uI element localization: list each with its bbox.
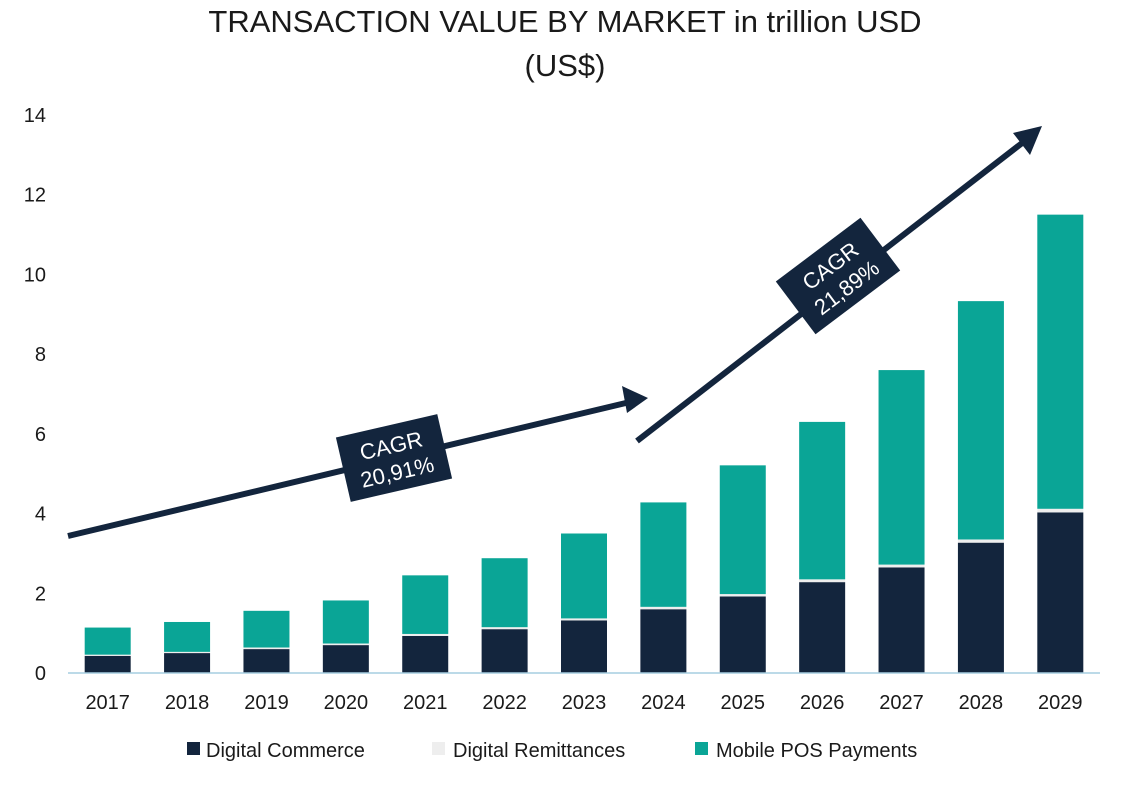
legend-swatch-digital-commerce [187, 742, 200, 755]
y-tick-label: 10 [24, 264, 46, 286]
x-tick-label-2028: 2028 [959, 692, 1004, 714]
cagr-arrow-2-head [1013, 126, 1042, 155]
bars [84, 214, 1084, 673]
bar-digital-commerce-2023 [561, 620, 607, 673]
x-axis: 2017 2018 2019 2020 2021 2022 2023 2024 2025 2026… [85, 692, 1082, 714]
bar-mobile-pos-payments-2026 [799, 421, 846, 580]
bar-mobile-pos-payments-2019 [243, 610, 290, 648]
bar-mobile-pos-payments-2022 [481, 558, 528, 628]
x-tick-label-2019: 2019 [244, 692, 289, 714]
y-tick-label: 2 [35, 583, 46, 605]
y-tick-label: 8 [35, 344, 46, 366]
bar-digital-remittances-2029 [1037, 508, 1084, 513]
bar-digital-commerce-2022 [481, 629, 528, 673]
bar-digital-commerce-2028 [957, 542, 1004, 673]
legend-label-digital-remittances: Digital Remittances [453, 740, 625, 762]
bar-digital-remittances-2021 [402, 633, 449, 636]
bar-mobile-pos-payments-2020 [322, 600, 369, 644]
legend: Digital Commerce Digital Remittances Mob… [187, 740, 917, 762]
bar-digital-remittances-2020 [322, 643, 369, 646]
bar-digital-commerce-2026 [799, 582, 846, 673]
bar-mobile-pos-payments-2018 [164, 621, 211, 652]
bar-digital-remittances-2025 [719, 594, 766, 597]
bar-mobile-pos-payments-2029 [1037, 214, 1084, 509]
bar-digital-commerce-2019 [243, 649, 290, 673]
cagr-badge-1-box [335, 414, 453, 502]
bar-digital-remittances-2018 [164, 651, 211, 654]
x-tick-label-2026: 2026 [800, 692, 845, 714]
bar-digital-remittances-2024 [640, 606, 687, 610]
bar-mobile-pos-payments-2024 [640, 502, 687, 607]
bar-mobile-pos-payments-2017 [84, 627, 131, 655]
bar-mobile-pos-payments-2025 [719, 465, 766, 595]
x-tick-label-2024: 2024 [641, 692, 686, 714]
bar-digital-remittances-2026 [799, 579, 846, 583]
y-axis: 0 2 4 6 8 10 12 14 [24, 105, 46, 685]
legend-swatch-digital-remittances [432, 742, 445, 755]
bar-digital-commerce-2027 [878, 567, 925, 673]
bar-digital-commerce-2018 [164, 653, 211, 673]
legend-label-digital-commerce: Digital Commerce [206, 740, 365, 762]
x-tick-label-2023: 2023 [562, 692, 607, 714]
chart-subtitle: (US$) [525, 48, 606, 83]
chart-title: TRANSACTION VALUE BY MARKET in trillion … [208, 4, 921, 39]
bar-digital-remittances-2022 [481, 627, 528, 630]
bar-digital-commerce-2029 [1037, 512, 1084, 673]
bar-mobile-pos-payments-2021 [402, 575, 449, 634]
bar-digital-commerce-2017 [84, 655, 131, 673]
x-tick-label-2025: 2025 [721, 692, 766, 714]
legend-label-mobile-pos-payments: Mobile POS Payments [716, 740, 917, 762]
x-tick-label-2027: 2027 [879, 692, 924, 714]
bar-mobile-pos-payments-2028 [957, 301, 1004, 540]
x-tick-label-2020: 2020 [324, 692, 369, 714]
cagr-arrow-1-head [622, 386, 648, 413]
y-tick-label: 6 [35, 424, 46, 446]
bar-digital-commerce-2025 [719, 596, 766, 673]
bar-digital-commerce-2021 [402, 635, 449, 673]
bar-digital-remittances-2023 [561, 618, 607, 621]
y-tick-label: 4 [35, 504, 46, 526]
bar-mobile-pos-payments-2027 [878, 370, 925, 565]
x-tick-label-2022: 2022 [482, 692, 527, 714]
bar-digital-remittances-2028 [957, 539, 1004, 543]
x-tick-label-2029: 2029 [1038, 692, 1083, 714]
x-tick-label-2021: 2021 [403, 692, 448, 714]
bar-digital-remittances-2019 [243, 647, 290, 650]
cagr-badge-2-box [775, 217, 901, 335]
cagr-badge-1: CAGR 20,91% [335, 414, 453, 502]
x-tick-label-2018: 2018 [165, 692, 210, 714]
cagr-arrow-1: CAGR 20,91% [67, 386, 648, 539]
bar-digital-commerce-2020 [322, 645, 369, 673]
y-tick-label: 0 [35, 663, 46, 685]
y-tick-label: 12 [24, 185, 46, 207]
bar-mobile-pos-payments-2023 [561, 533, 607, 619]
bar-digital-remittances-2017 [84, 654, 131, 656]
bar-digital-remittances-2027 [878, 564, 925, 568]
bar-digital-commerce-2024 [640, 609, 687, 673]
y-tick-label: 14 [24, 105, 46, 127]
x-tick-label-2017: 2017 [85, 692, 130, 714]
legend-swatch-mobile-pos-payments [695, 742, 708, 755]
